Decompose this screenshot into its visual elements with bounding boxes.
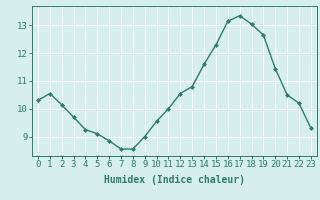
X-axis label: Humidex (Indice chaleur): Humidex (Indice chaleur) bbox=[104, 175, 245, 185]
